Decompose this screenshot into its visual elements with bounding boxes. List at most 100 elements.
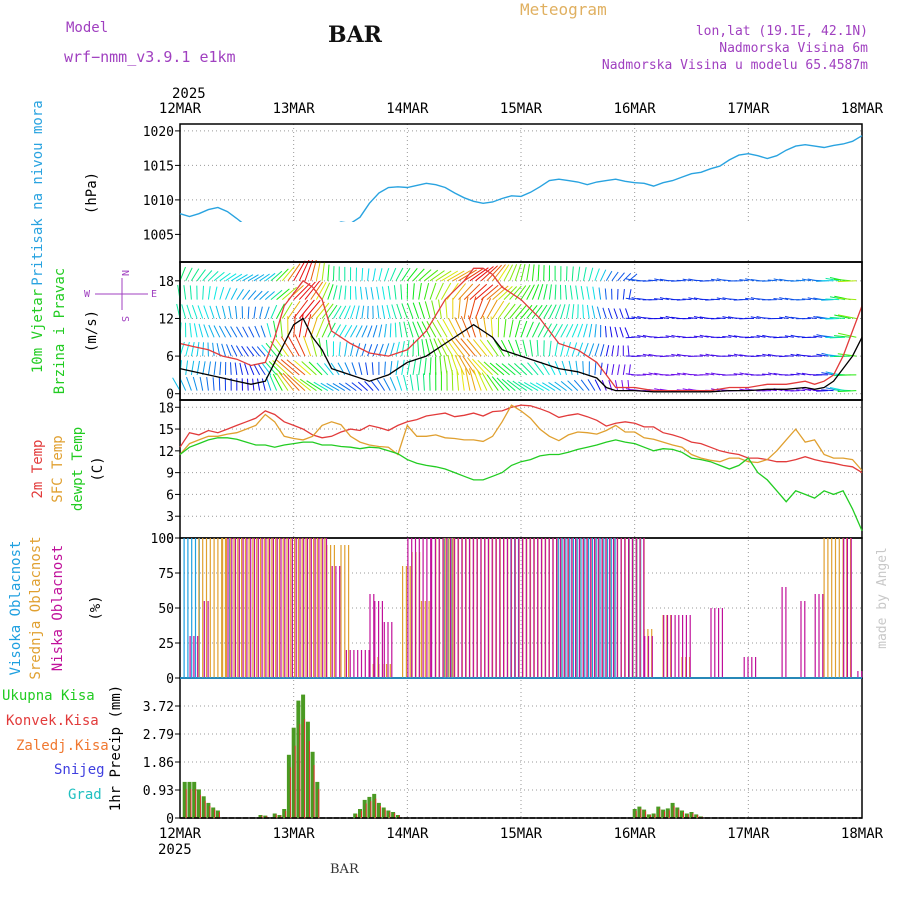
wind-barb <box>460 316 471 338</box>
wind-barb <box>387 285 391 300</box>
wind-barb <box>496 377 510 391</box>
wind-barb <box>509 319 514 338</box>
wind-barb <box>224 326 232 338</box>
y-tick-label: 75 <box>158 567 174 582</box>
wind-barb <box>611 271 619 282</box>
wind-barb <box>418 283 422 300</box>
compass-e: E <box>151 289 157 300</box>
bottom-year-label: 2025 <box>158 842 192 858</box>
wind-barb <box>779 316 789 319</box>
wind-barb <box>624 327 630 338</box>
wind-barb <box>501 378 516 391</box>
wind-barb <box>412 339 414 357</box>
wind-barb <box>213 271 225 282</box>
wind-barb <box>350 305 356 319</box>
wind-barb <box>393 285 397 300</box>
bottom-date-label: 15MAR <box>500 826 543 842</box>
wind-barb <box>561 360 567 376</box>
wind-barb <box>622 289 625 300</box>
wind-barb <box>773 278 783 282</box>
wind-barb <box>540 361 550 376</box>
wind-barb <box>801 388 812 392</box>
wind-barb <box>605 363 609 375</box>
wind-barb <box>213 325 221 338</box>
wind-barb <box>206 377 209 391</box>
wind-barb <box>313 381 329 392</box>
wind-barb <box>269 375 278 391</box>
wind-barb <box>605 345 610 357</box>
precip-bar <box>192 781 197 818</box>
wind-barb <box>486 285 504 300</box>
wind-barb <box>203 305 209 319</box>
wind-barb <box>259 290 269 300</box>
wind-barb <box>207 286 211 300</box>
precip-legend-item: Zaledj.Kisa <box>16 738 109 754</box>
wind-barb <box>412 321 420 338</box>
wind-barb <box>501 363 516 376</box>
wind-barb <box>426 320 437 338</box>
wind-barb <box>455 338 471 357</box>
y-tick-label: 12 <box>158 312 174 327</box>
wind-barb <box>509 304 522 319</box>
wind-barb <box>604 326 607 338</box>
y-tick-label: 3 <box>166 510 174 525</box>
wind-barb <box>389 342 395 357</box>
wind-barb <box>275 372 289 391</box>
precip-bar <box>310 751 315 818</box>
precip-legend-item: Konvek.Kisa <box>6 713 99 729</box>
wind-barb <box>598 287 602 300</box>
wind-barb <box>473 339 488 357</box>
wind-barb <box>190 342 195 357</box>
precip-bar <box>391 812 396 818</box>
wind-barb <box>452 283 466 300</box>
wind-barb <box>454 317 465 338</box>
wind-barb <box>248 326 255 338</box>
top-date-label: 12MAR <box>159 101 202 117</box>
wind-barb <box>254 325 261 338</box>
wind-barb <box>338 382 351 392</box>
wind-barb <box>509 264 518 281</box>
wind-barb <box>750 316 760 319</box>
wind-barb <box>520 284 531 300</box>
precip-legend-item: Grad <box>68 787 102 803</box>
wind-barb <box>384 267 390 281</box>
wind-barb <box>198 323 204 338</box>
wind-barb <box>423 282 430 300</box>
wind-barb <box>554 323 563 338</box>
low-cloud-label: Niska Oblacnost <box>50 545 66 671</box>
precip-bar <box>670 802 675 818</box>
wind-barb <box>344 324 353 338</box>
precip-bar <box>206 802 211 818</box>
wind-barb <box>699 354 709 357</box>
wind-barb <box>594 268 600 281</box>
wind-mean-line <box>179 317 863 393</box>
wind-barb <box>492 300 505 319</box>
wind-barb <box>236 326 243 338</box>
precip-bar <box>201 796 206 818</box>
credit-label: made by Angel <box>875 547 890 649</box>
wind-barb <box>367 344 373 357</box>
bottom-date-label: 17MAR <box>727 826 770 842</box>
wind-barb <box>320 382 334 392</box>
wind-barb <box>722 316 732 319</box>
wind-barb <box>355 343 361 357</box>
wind-barb <box>514 304 527 319</box>
wind-barb <box>429 372 431 391</box>
wind-barb <box>202 285 204 300</box>
wind-barb <box>654 278 664 282</box>
wind-barb <box>467 357 482 376</box>
wind-barb <box>247 378 249 391</box>
precip-bar <box>665 808 670 818</box>
wind-barb <box>294 334 306 357</box>
wind-barb <box>424 269 439 282</box>
wind-barb <box>389 267 397 281</box>
wind-barb <box>779 297 789 301</box>
wind-barb <box>389 361 393 375</box>
wind-barb <box>247 290 257 300</box>
wind-barb <box>483 361 499 376</box>
model-name: wrf−nmm_v3.9.1 e1km <box>64 48 236 66</box>
wind-barb <box>767 279 777 282</box>
wind-barb <box>631 297 641 301</box>
wind-barb <box>807 297 817 301</box>
precip-bar <box>362 799 367 818</box>
